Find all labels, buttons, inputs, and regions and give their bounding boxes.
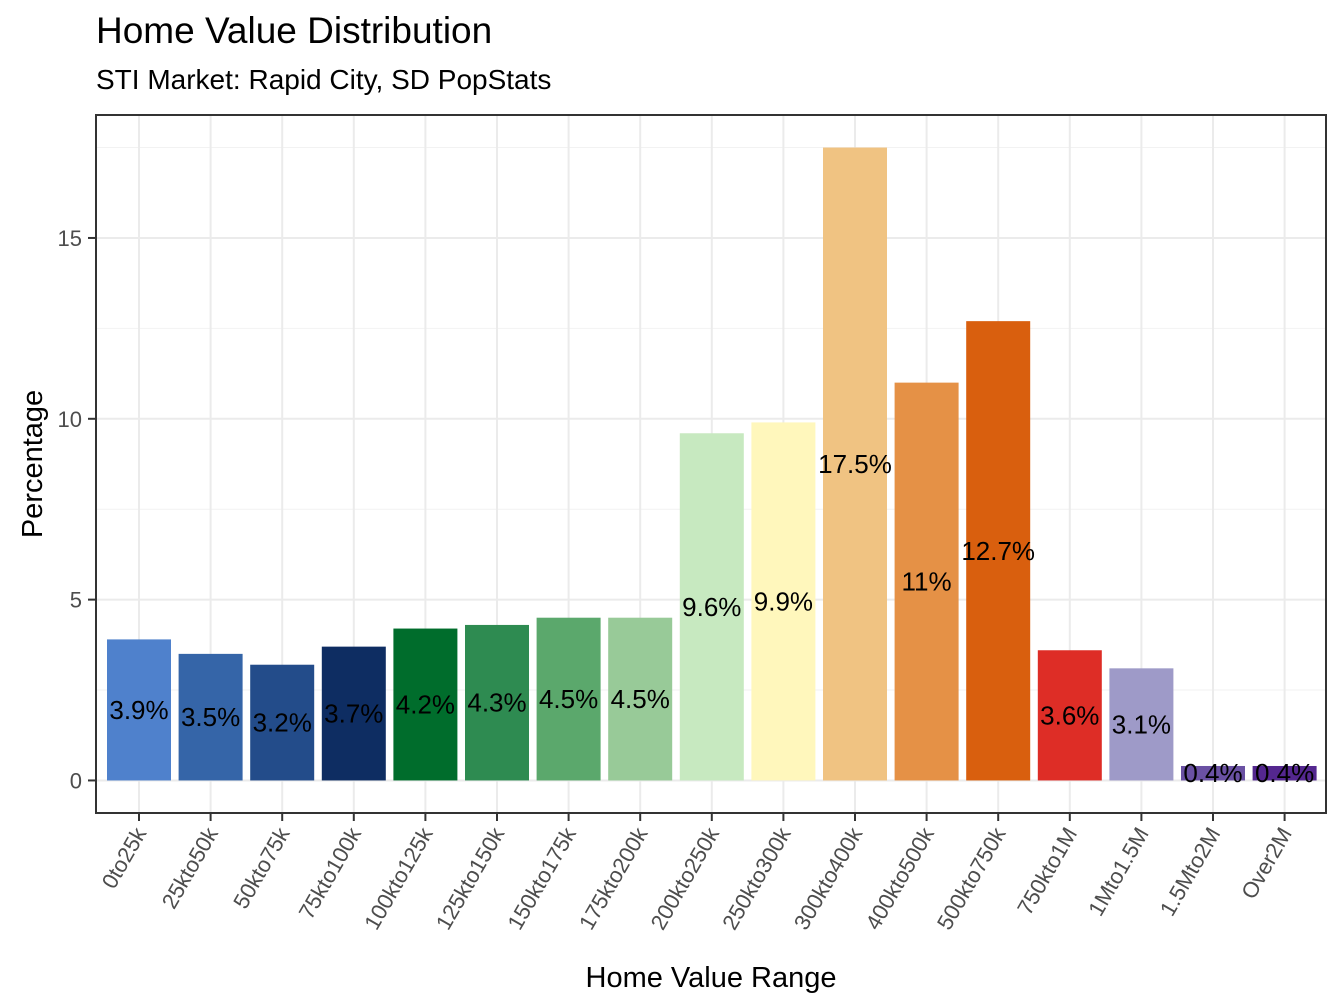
bar-label: 9.6% (682, 592, 741, 622)
bar-750kto1M[interactable] (1037, 650, 1102, 781)
bar-1Mto1.5M[interactable] (1109, 668, 1174, 781)
bar-label: 0.4% (1255, 758, 1314, 788)
bar-label: 11% (902, 567, 952, 597)
bar-50kto75k[interactable] (250, 664, 315, 781)
bar-label: 3.6% (1040, 700, 1099, 730)
bar-200kto250k[interactable] (679, 433, 744, 781)
bar-150kto175k[interactable] (536, 617, 601, 781)
x-tick-label: 300kto400k (789, 822, 868, 934)
chart-title: Home Value Distribution (96, 10, 493, 51)
x-tick-label: 500kto750k (932, 822, 1011, 934)
y-tick-label: 15 (58, 226, 82, 251)
bar-label: 12.7% (961, 536, 1035, 566)
bar-label: 17.5% (818, 449, 892, 479)
bar-25kto50k[interactable] (178, 653, 243, 781)
x-tick-label: 125kto150k (431, 822, 510, 934)
bar-label: 4.2% (396, 690, 455, 720)
bar-0to25k[interactable] (107, 639, 171, 781)
bar-1.5Mto2M[interactable] (1181, 765, 1245, 781)
x-tick-label: Over2M (1236, 823, 1297, 903)
y-tick-label: 5 (70, 588, 82, 613)
x-tick-label: 75kto100k (294, 822, 367, 923)
bar-300kto400k[interactable] (823, 147, 887, 781)
bar-label: 4.3% (467, 688, 526, 718)
bar-175kto200k[interactable] (608, 617, 673, 781)
x-tick-label: 0to25k (97, 822, 152, 893)
y-axis-title: Percentage (17, 390, 49, 538)
chart-subtitle: STI Market: Rapid City, SD PopStats (96, 64, 552, 95)
x-tick-label: 25kto50k (157, 822, 224, 913)
x-axis-title: Home Value Range (586, 962, 837, 994)
y-tick-label: 10 (58, 407, 82, 432)
bar-label: 4.5% (539, 684, 598, 714)
bar-label: 4.5% (611, 684, 670, 714)
bar-label: 3.1% (1112, 709, 1171, 739)
bar-label: 3.7% (324, 699, 383, 729)
y-tick-label: 0 (70, 768, 82, 793)
bar-100kto125k[interactable] (393, 628, 458, 781)
bar-Over2M[interactable] (1252, 765, 1317, 781)
bar-500kto750k[interactable] (966, 321, 1031, 781)
bar-75kto100k[interactable] (321, 646, 386, 781)
x-tick-label: 150kto175k (502, 822, 581, 934)
bar-label: 3.9% (109, 695, 168, 725)
bar-label: 3.5% (181, 702, 240, 732)
bar-125kto150k[interactable] (465, 624, 529, 781)
x-tick-label: 400kto500k (860, 822, 939, 934)
x-tick-label: 250kto300k (717, 822, 796, 934)
bar-label: 0.4% (1183, 758, 1242, 788)
bar-400kto500k[interactable] (894, 382, 959, 781)
x-tick-label: 100kto125k (359, 822, 438, 934)
x-tick-label: 1Mto1.5M (1083, 823, 1154, 920)
bar-label: 3.2% (253, 708, 312, 738)
x-tick-label: 1.5Mto2M (1155, 823, 1226, 920)
bar-label: 9.9% (754, 586, 813, 616)
x-tick-label: 175kto200k (574, 822, 653, 934)
x-tick-label: 50kto75k (228, 822, 295, 913)
x-tick-label: 750kto1M (1012, 823, 1082, 919)
x-tick-label: 200kto250k (646, 822, 725, 934)
bar-250kto300k[interactable] (751, 422, 816, 781)
